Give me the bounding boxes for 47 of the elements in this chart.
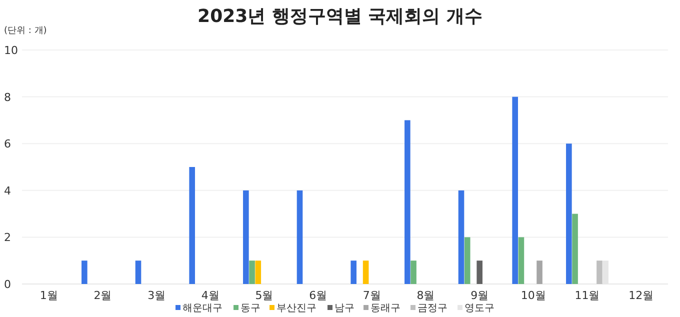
x-tick-label: 8월 — [416, 289, 435, 302]
bar — [350, 260, 356, 284]
legend-label: 부산진구 — [276, 303, 316, 314]
bar — [596, 260, 602, 284]
x-tick-label: 5월 — [255, 289, 274, 302]
y-tick-label: 2 — [4, 231, 11, 244]
y-tick-label: 0 — [4, 278, 11, 291]
text: (단위 : 개) — [4, 26, 47, 36]
bar — [243, 190, 249, 284]
legend-label: 동구 — [240, 303, 260, 314]
x-tick-label: 7월 — [362, 289, 381, 302]
x-tick-label: 10월 — [520, 289, 546, 302]
chart-title: 2023년 행정구역별 국제회의 개수 — [198, 6, 482, 27]
legend-label: 동래구 — [370, 303, 400, 314]
bar — [404, 120, 410, 284]
bar — [362, 260, 369, 284]
x-tick-label: 12월 — [628, 289, 654, 302]
legend-label: 남구 — [334, 303, 354, 314]
bar — [536, 260, 542, 284]
x-tick-label: 3월 — [148, 289, 166, 302]
x-tick-label: 6월 — [309, 289, 328, 302]
bar — [82, 260, 88, 284]
legend-label: 영도구 — [464, 303, 494, 314]
bar — [410, 260, 416, 284]
bar — [476, 260, 482, 284]
legend-label: 해운대구 — [182, 303, 222, 314]
y-tick-label: 10 — [4, 44, 18, 57]
bar — [296, 190, 303, 284]
bar — [566, 144, 572, 284]
y-tick-label: 8 — [4, 90, 11, 104]
x-tick-label: 4월 — [201, 289, 220, 302]
bar — [255, 260, 262, 284]
bar — [458, 190, 464, 284]
y-tick-label: 4 — [4, 184, 11, 198]
y-tick-label: 6 — [4, 138, 11, 151]
legend-label: 금정구 — [418, 303, 448, 314]
bar — [249, 260, 255, 284]
bar — [572, 214, 578, 284]
x-tick-label: 11월 — [574, 289, 600, 302]
x-tick-label: 9월 — [470, 289, 489, 302]
x-tick-label: 1월 — [40, 289, 58, 302]
bar — [135, 260, 142, 284]
bar — [518, 237, 524, 284]
bar — [189, 167, 195, 284]
bar — [512, 96, 518, 284]
x-tick-label: 2월 — [94, 289, 112, 302]
bar — [464, 237, 470, 284]
